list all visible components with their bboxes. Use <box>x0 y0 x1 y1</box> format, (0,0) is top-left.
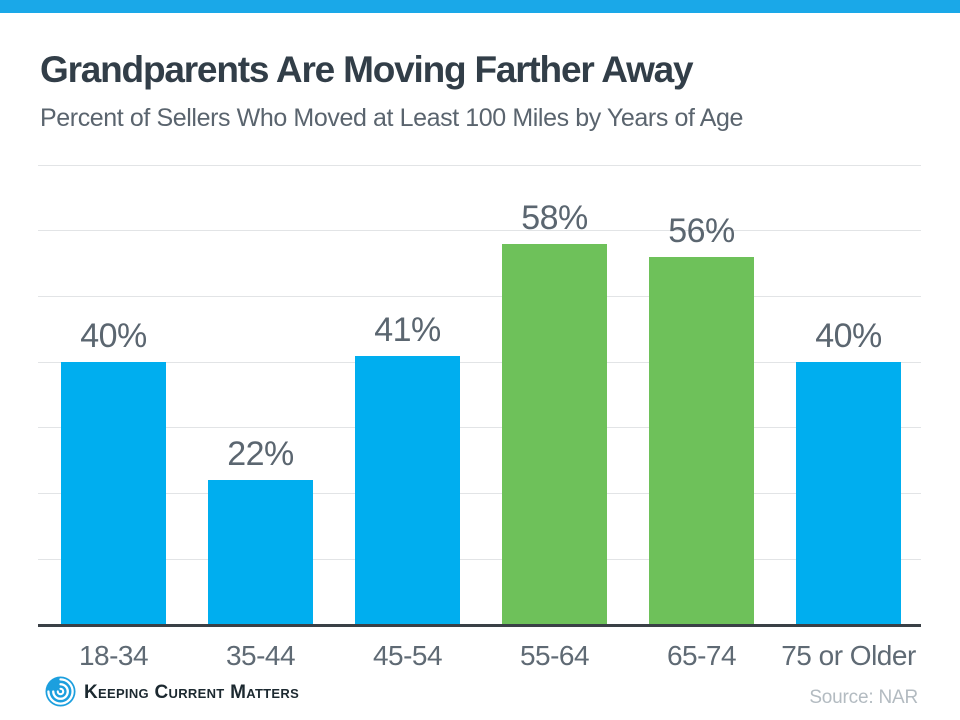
bar-65-74 <box>649 257 754 625</box>
accent-stripe <box>0 0 960 13</box>
bar-chart-plot-area: 40% 18-34 22% 35-44 41% 45-54 58% 55-64 56% 65-74… <box>38 164 921 670</box>
x-axis-label: 65-74 <box>666 640 737 671</box>
gridline <box>38 558 921 560</box>
bar-value-label: 56% <box>668 212 735 250</box>
gridline <box>38 164 921 166</box>
x-axis-label: 35-44 <box>225 640 296 671</box>
x-axis-label: 18-34 <box>78 640 149 671</box>
bar-45-54 <box>355 355 460 625</box>
bar-value-label: 41% <box>374 310 441 349</box>
bar-75 or Older <box>796 362 901 625</box>
kcm-swirl-icon <box>45 676 76 707</box>
gridline <box>38 295 921 297</box>
bar-55-64 <box>502 243 607 625</box>
gridline <box>38 361 921 363</box>
bar-value-label: 40% <box>80 317 147 356</box>
bar-value-label: 22% <box>227 435 294 474</box>
source-note: Source: NAR <box>809 687 918 708</box>
page-title: Grandparents Are Moving Farther Away <box>40 49 694 90</box>
bar-35-44 <box>208 480 313 625</box>
x-axis-line <box>38 624 921 627</box>
chart-subtitle: Percent of Sellers Who Moved at Least 10… <box>40 104 743 132</box>
x-axis-label: 75 or Older <box>781 640 916 671</box>
bar-value-label: 58% <box>521 198 588 237</box>
x-axis-label: 55-64 <box>519 640 590 671</box>
gridline <box>38 427 921 429</box>
kcm-logo-text: Keeping Current Matters <box>84 682 300 703</box>
gridline <box>38 230 921 232</box>
bar-18-34 <box>61 362 166 625</box>
kcm-logo: Keeping Current Matters <box>45 676 299 707</box>
bar-value-label: 40% <box>815 317 882 356</box>
gridline <box>38 493 921 495</box>
x-axis-label: 45-54 <box>372 640 443 671</box>
